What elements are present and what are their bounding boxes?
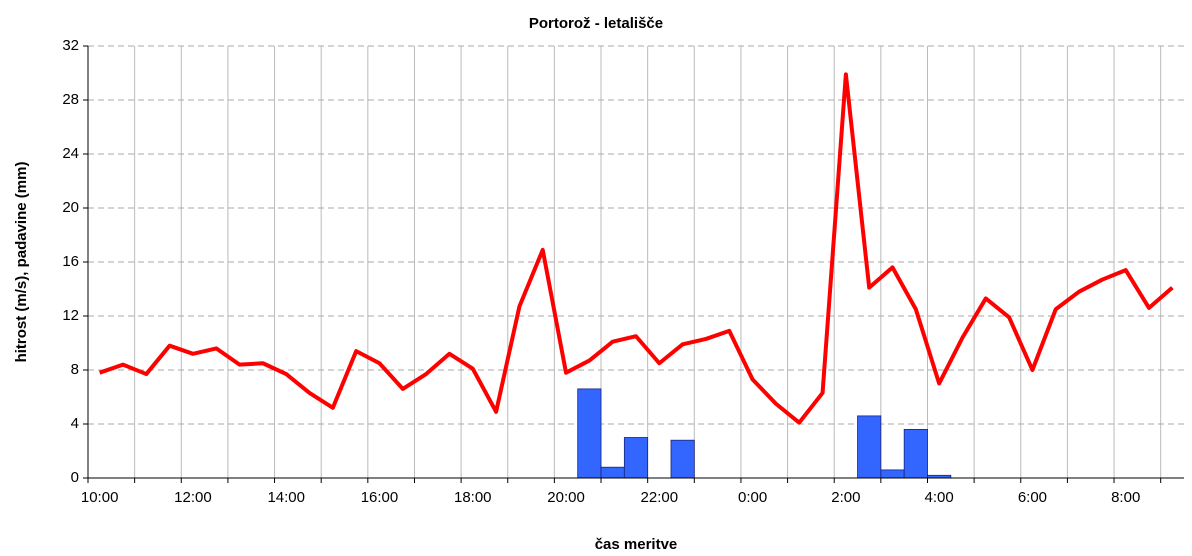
y-tick-label: 20 (62, 199, 79, 216)
y-tick-label: 8 (71, 361, 79, 378)
bar (670, 439, 695, 479)
x-tick-label: 16:00 (361, 489, 399, 506)
y-tick-label: 4 (71, 415, 79, 432)
bar (577, 388, 602, 479)
bar (857, 415, 882, 479)
y-tick-label: 0 (71, 469, 79, 486)
x-tick-label: 6:00 (1018, 489, 1047, 506)
y-tick-label: 32 (62, 37, 79, 54)
x-tick-label: 14:00 (267, 489, 305, 506)
bar (903, 428, 928, 479)
y-tick-label: 28 (62, 91, 79, 108)
line (99, 72, 1174, 425)
x-tick-label: 2:00 (831, 489, 860, 506)
x-tick-label: 4:00 (925, 489, 954, 506)
x-tick-label: 0:00 (738, 489, 767, 506)
x-tick-label: 20:00 (547, 489, 585, 506)
y-tick-label: 12 (62, 307, 79, 324)
x-tick-label: 12:00 (174, 489, 212, 506)
x-tick-label: 18:00 (454, 489, 492, 506)
bar (880, 469, 905, 479)
bar (600, 466, 625, 479)
x-tick-label: 10:00 (81, 489, 119, 506)
y-axis-title: hitrost (m/s), padavine (mm) (13, 162, 30, 363)
bar (623, 437, 649, 479)
chart-title: Portorož - letališče (529, 15, 663, 32)
x-tick-label: 8:00 (1111, 489, 1140, 506)
y-tick-label: 16 (62, 253, 79, 270)
y-tick-label: 24 (62, 145, 79, 162)
x-axis-title: čas meritve (595, 536, 678, 553)
x-tick-label: 22:00 (641, 489, 679, 506)
